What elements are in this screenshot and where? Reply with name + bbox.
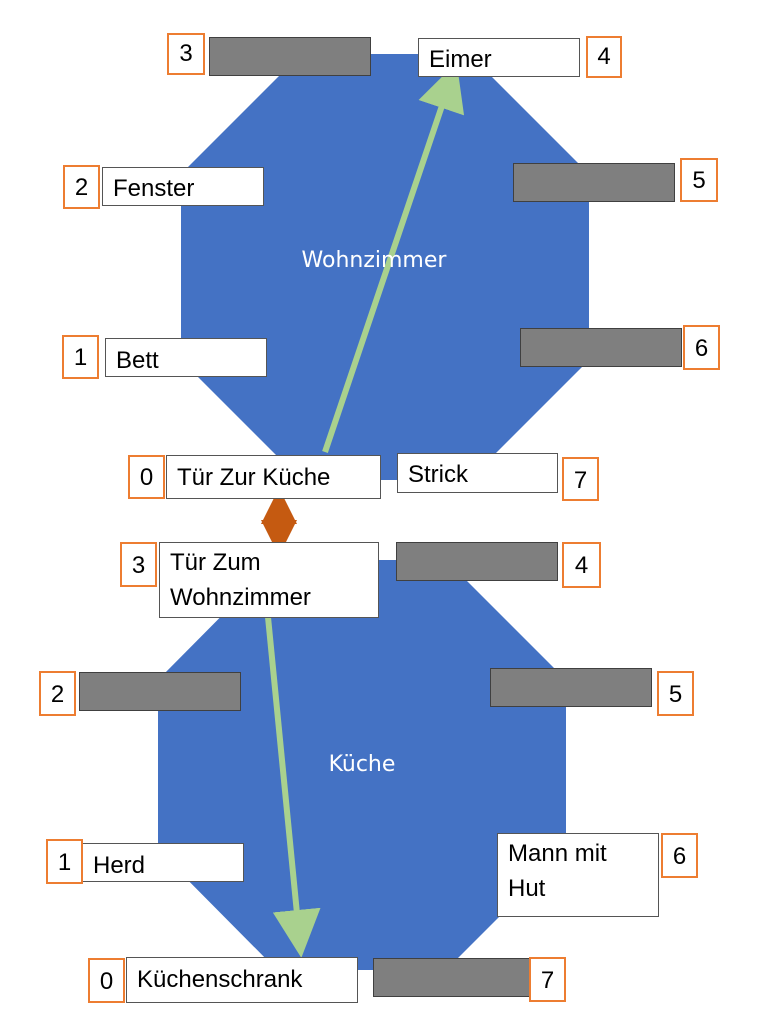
- wohnzimmer-slot-2-number: 2: [63, 165, 100, 209]
- kueche-slot-0-label: Küchenschrank: [126, 957, 358, 1003]
- kueche-slot-3-number: 3: [120, 542, 157, 587]
- kueche-slot-2-blank: [79, 672, 241, 711]
- kueche-slot-1-number: 1: [46, 839, 83, 884]
- room-name-kueche: Küche: [328, 752, 396, 777]
- wohnzimmer-slot-5-number: 5: [680, 158, 718, 202]
- wohnzimmer-slot-4-number: 4: [586, 36, 622, 78]
- kueche-slot-5-number: 5: [657, 671, 694, 716]
- kueche-slot-4-number: 4: [562, 542, 601, 588]
- wohnzimmer-slot-2-label: Fenster: [102, 167, 264, 206]
- kueche-slot-5-blank: [490, 668, 652, 707]
- wohnzimmer-slot-1-label: Bett: [105, 338, 267, 377]
- wohnzimmer-slot-0-number: 0: [128, 455, 165, 499]
- kueche-slot-6-label: Mann mit Hut: [497, 833, 659, 917]
- wohnzimmer-slot-1-number: 1: [62, 335, 99, 379]
- kueche-slot-7-number: 7: [529, 957, 566, 1002]
- wohnzimmer-slot-3-number: 3: [167, 33, 205, 75]
- wohnzimmer-slot-4-label: Eimer: [418, 38, 580, 77]
- path-arrow-kueche: [265, 616, 321, 958]
- room-name-wohnzimmer: Wohnzimmer: [301, 248, 447, 273]
- kueche-slot-4-blank: [396, 542, 558, 581]
- kueche-slot-3-label: Tür Zum Wohnzimmer: [159, 542, 379, 618]
- kueche-slot-7-blank: [373, 958, 535, 997]
- wohnzimmer-slot-6-blank: [520, 328, 682, 367]
- wohnzimmer-slot-6-number: 6: [683, 325, 720, 370]
- kueche-slot-0-number: 0: [88, 958, 125, 1003]
- kueche-octagon: [158, 560, 566, 970]
- wohnzimmer-slot-7-label: Strick: [397, 453, 558, 493]
- kueche-slot-1-label: Herd: [82, 843, 244, 882]
- wohnzimmer-slot-5-blank: [513, 163, 675, 202]
- wohnzimmer-slot-3-blank: [209, 37, 371, 76]
- wohnzimmer-slot-7-number: 7: [562, 457, 599, 501]
- kueche-slot-2-number: 2: [39, 671, 76, 716]
- wohnzimmer-slot-0-label: Tür Zur Küche: [166, 455, 381, 499]
- kueche-slot-6-number: 6: [661, 833, 698, 878]
- path-arrow-wohnzimmer: [322, 62, 465, 453]
